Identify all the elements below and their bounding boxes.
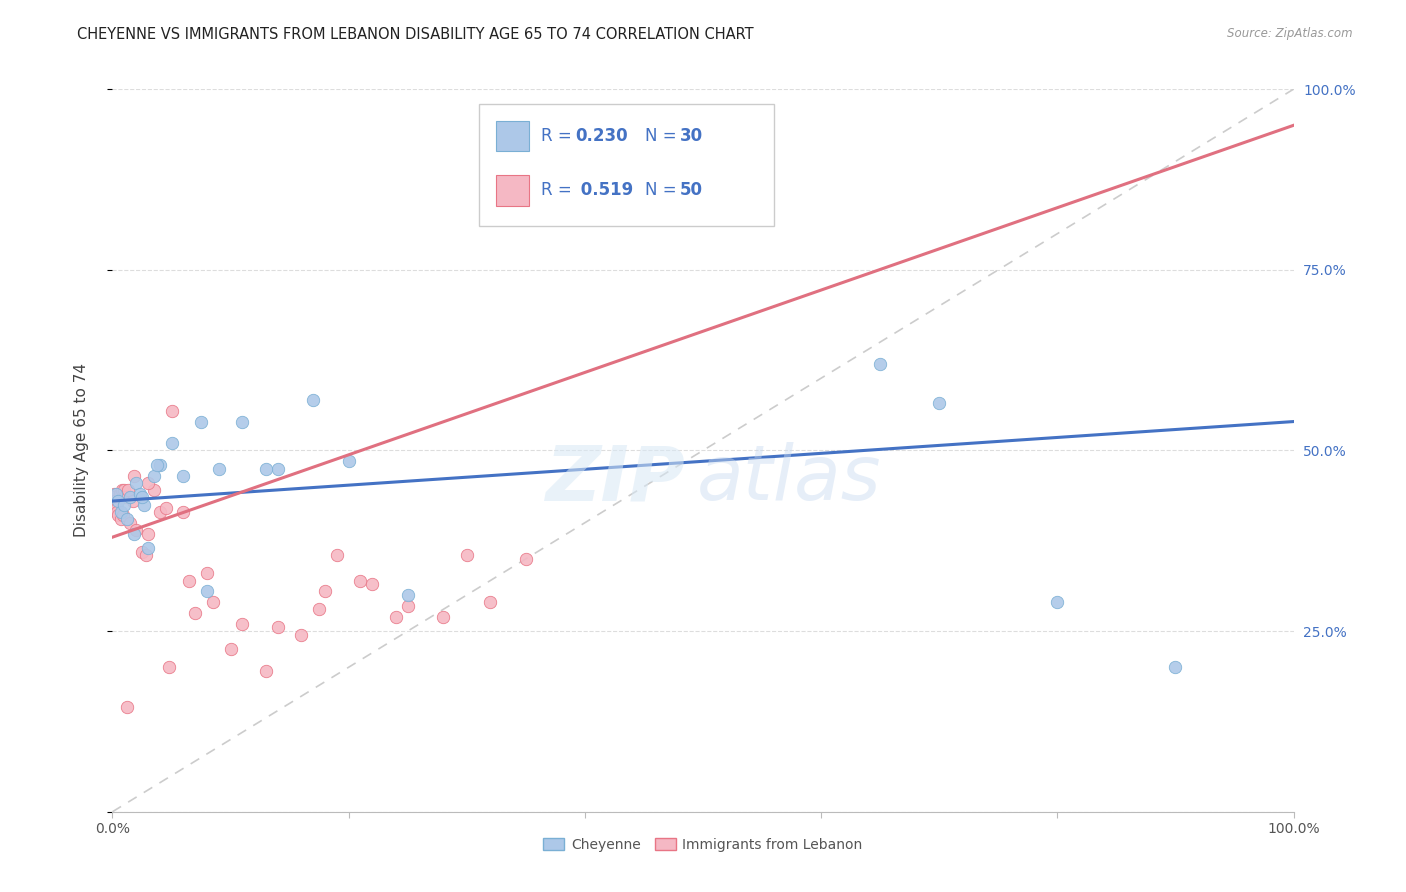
Point — [160, 403, 183, 417]
Point — [201, 595, 224, 609]
Point — [160, 436, 183, 450]
Point — [134, 498, 156, 512]
Point — [136, 541, 159, 555]
Point — [105, 487, 128, 501]
Point — [135, 548, 157, 562]
Point — [149, 458, 172, 472]
Point — [290, 628, 312, 642]
Point — [105, 505, 128, 519]
Point — [432, 609, 454, 624]
Point — [136, 526, 159, 541]
Text: N =: N = — [645, 128, 682, 145]
Point — [155, 501, 177, 516]
Point — [125, 523, 148, 537]
Point — [115, 512, 138, 526]
Point — [103, 487, 125, 501]
Point — [172, 505, 194, 519]
Point — [131, 544, 153, 558]
Point — [231, 616, 253, 631]
Point — [104, 494, 127, 508]
Point — [142, 483, 165, 498]
Point — [136, 475, 159, 490]
Point — [112, 498, 135, 512]
Text: 0.230: 0.230 — [575, 128, 628, 145]
Point — [149, 505, 172, 519]
Point — [112, 508, 135, 523]
Point — [117, 483, 139, 498]
Point — [1164, 660, 1187, 674]
Point — [190, 415, 212, 429]
Legend: Cheyenne, Immigrants from Lebanon: Cheyenne, Immigrants from Lebanon — [536, 831, 870, 859]
FancyBboxPatch shape — [496, 175, 530, 205]
Point — [184, 606, 207, 620]
FancyBboxPatch shape — [478, 103, 773, 227]
Point — [131, 491, 153, 505]
Point — [869, 357, 891, 371]
Point — [479, 595, 502, 609]
Point — [110, 505, 132, 519]
Point — [308, 602, 330, 616]
Point — [361, 577, 384, 591]
Point — [385, 609, 408, 624]
Text: atlas: atlas — [697, 442, 882, 516]
Point — [302, 392, 325, 407]
Point — [396, 588, 419, 602]
Point — [254, 461, 277, 475]
Point — [104, 494, 127, 508]
Point — [219, 642, 242, 657]
Text: 50: 50 — [679, 181, 703, 199]
Text: ZIP: ZIP — [546, 442, 685, 516]
Point — [208, 461, 231, 475]
Point — [396, 599, 419, 613]
Point — [105, 498, 128, 512]
Point — [146, 458, 169, 472]
Point — [120, 491, 142, 505]
Point — [142, 468, 165, 483]
Point — [105, 501, 128, 516]
Point — [128, 487, 150, 501]
Point — [121, 494, 143, 508]
Text: 30: 30 — [679, 128, 703, 145]
Point — [337, 454, 360, 468]
Point — [114, 491, 136, 505]
Point — [103, 491, 125, 505]
Point — [107, 494, 129, 508]
Text: 0.519: 0.519 — [575, 181, 634, 199]
Text: N =: N = — [645, 181, 682, 199]
Point — [125, 475, 148, 490]
FancyBboxPatch shape — [496, 121, 530, 152]
Text: CHEYENNE VS IMMIGRANTS FROM LEBANON DISABILITY AGE 65 TO 74 CORRELATION CHART: CHEYENNE VS IMMIGRANTS FROM LEBANON DISA… — [77, 27, 754, 42]
Point — [120, 516, 142, 530]
Point — [195, 584, 218, 599]
Point — [231, 415, 253, 429]
Point — [157, 660, 180, 674]
Point — [267, 461, 290, 475]
Point — [1046, 595, 1069, 609]
Text: Source: ZipAtlas.com: Source: ZipAtlas.com — [1227, 27, 1353, 40]
Y-axis label: Disability Age 65 to 74: Disability Age 65 to 74 — [75, 363, 89, 538]
Point — [179, 574, 201, 588]
Point — [110, 512, 132, 526]
Point — [515, 551, 537, 566]
Point — [115, 700, 138, 714]
Point — [267, 620, 290, 634]
Point — [122, 526, 145, 541]
Point — [122, 468, 145, 483]
Point — [112, 483, 135, 498]
Point — [195, 566, 218, 581]
Point — [349, 574, 371, 588]
Text: R =: R = — [541, 128, 578, 145]
Point — [928, 396, 950, 410]
Point — [107, 508, 129, 523]
Text: R =: R = — [541, 181, 578, 199]
Point — [254, 664, 277, 678]
Point — [326, 548, 349, 562]
Point — [314, 584, 336, 599]
Point — [456, 548, 478, 562]
Point — [111, 483, 134, 498]
Point — [108, 487, 131, 501]
Point — [172, 468, 194, 483]
